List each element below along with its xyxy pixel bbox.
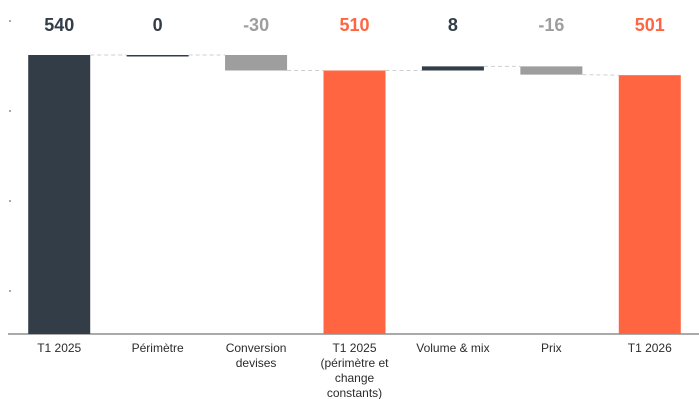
bar	[520, 66, 583, 75]
x-tick-label: Volume & mix	[416, 341, 489, 355]
data-label: 0	[153, 15, 163, 35]
bar	[225, 55, 288, 71]
x-tick-label-line: change	[335, 371, 375, 385]
data-label: -30	[243, 15, 269, 35]
x-tick-label-line: T1 2026	[628, 341, 672, 355]
x-tick-label-line: Prix	[541, 341, 562, 355]
x-tick-label-line: Périmètre	[132, 341, 184, 355]
data-label: -16	[538, 15, 564, 35]
x-tick-label: Prix	[541, 341, 562, 355]
x-tick-label: T1 2026	[628, 341, 672, 355]
x-tick-label: Conversion devises	[226, 341, 287, 370]
data-label: 510	[339, 15, 369, 35]
x-tick-label-line: Volume & mix	[416, 341, 489, 355]
x-tick-label-line: constants)	[327, 386, 382, 399]
x-tick-label-line: devises	[236, 356, 277, 370]
x-tick-label-line: T1 2025	[37, 341, 81, 355]
bar	[421, 66, 484, 71]
x-tick-label-line: T1 2025	[332, 341, 376, 355]
x-tick-label: T1 2025 (périmètre et change constants)	[320, 341, 389, 399]
connector-line	[582, 74, 619, 76]
data-label: 540	[44, 15, 74, 35]
x-tick-label-line: Conversion	[226, 341, 287, 355]
bar	[126, 55, 189, 57]
bar	[618, 75, 681, 335]
x-tick-label: T1 2025	[37, 341, 81, 355]
x-tick-label: Périmètre	[132, 341, 184, 355]
x-tick-label-line: (périmètre et	[320, 356, 389, 370]
bar	[28, 55, 91, 334]
data-label: 8	[448, 15, 458, 35]
data-label: 501	[635, 15, 665, 35]
bar	[323, 70, 386, 334]
